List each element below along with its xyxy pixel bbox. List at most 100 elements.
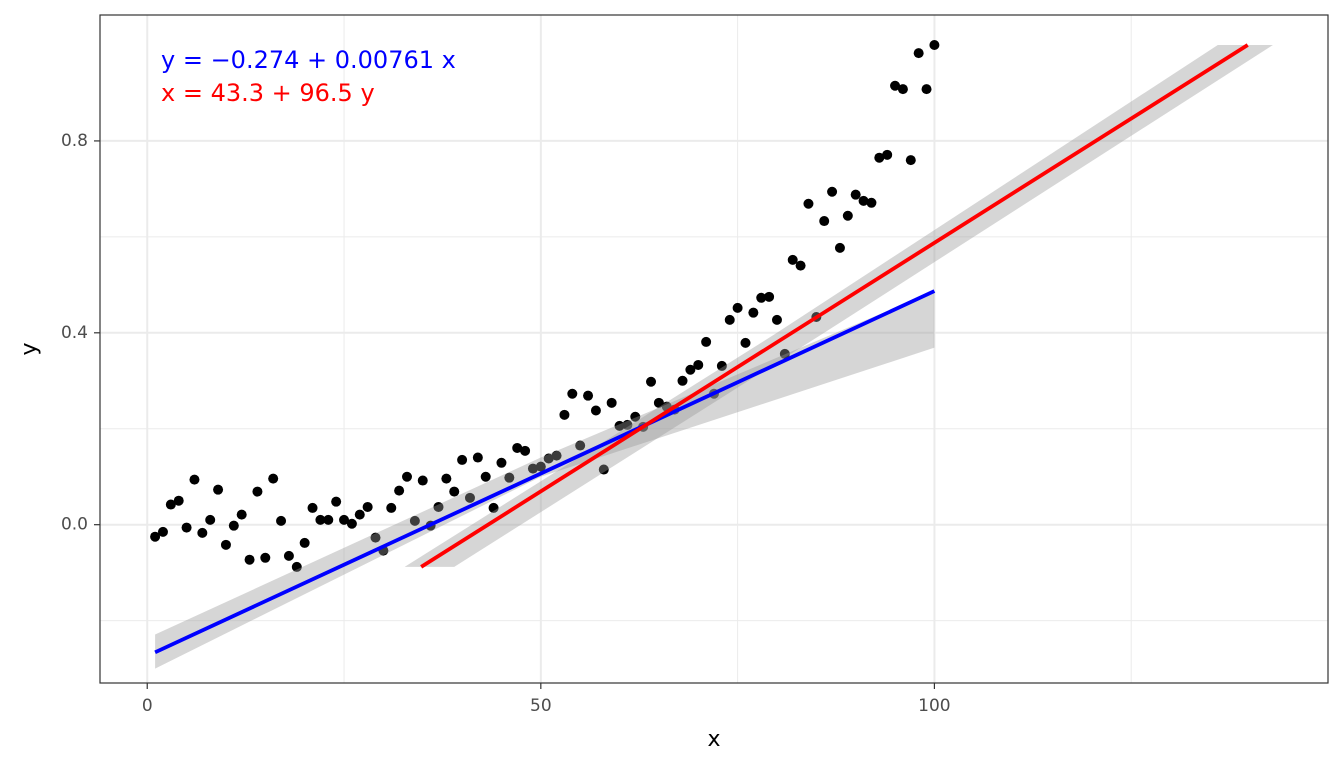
point	[913, 48, 924, 59]
x-tick-label: 50	[530, 696, 552, 716]
point	[716, 360, 727, 371]
point	[157, 526, 168, 537]
y-axis-title: y	[17, 342, 42, 355]
point	[834, 242, 845, 253]
point	[677, 375, 688, 386]
point	[740, 337, 751, 348]
y-tick-label: 0.8	[61, 131, 88, 151]
point	[417, 475, 428, 486]
point	[890, 80, 901, 91]
point	[598, 464, 609, 475]
point	[173, 495, 184, 506]
point	[685, 364, 696, 375]
point	[189, 474, 200, 485]
point	[213, 484, 224, 495]
point	[701, 336, 712, 347]
point	[630, 411, 641, 422]
point	[795, 260, 806, 271]
point	[874, 152, 885, 163]
x-tick-label: 0	[142, 696, 153, 716]
point	[819, 216, 830, 227]
point	[504, 472, 515, 483]
point	[787, 254, 798, 265]
point	[244, 554, 255, 565]
point	[370, 532, 381, 543]
point	[520, 445, 531, 456]
fit-line	[154, 289, 936, 655]
point	[921, 84, 932, 95]
point	[693, 359, 704, 370]
point	[276, 515, 287, 526]
point	[771, 314, 782, 325]
point	[590, 405, 601, 416]
panel-background	[100, 15, 1328, 683]
point	[724, 314, 735, 325]
point	[842, 210, 853, 221]
point	[866, 197, 877, 208]
point	[653, 397, 664, 408]
point	[433, 501, 444, 512]
point	[622, 419, 633, 430]
point	[905, 155, 916, 166]
point	[527, 463, 538, 474]
point	[567, 388, 578, 399]
axes: 0 50 100 0.0 0.4 0.8	[61, 131, 951, 716]
point	[339, 514, 350, 525]
point	[150, 531, 161, 542]
point	[315, 514, 326, 525]
point	[181, 522, 192, 533]
point	[764, 291, 775, 302]
equation-label: y = −0.274 + 0.00761 x	[161, 46, 456, 74]
point	[228, 520, 239, 531]
x-tick-label: 100	[918, 696, 950, 716]
point	[606, 397, 617, 408]
point	[732, 302, 743, 313]
point	[291, 561, 302, 572]
point	[283, 550, 294, 561]
point	[362, 501, 373, 512]
point	[779, 348, 790, 359]
point	[614, 420, 625, 431]
point	[480, 471, 491, 482]
point	[543, 453, 554, 464]
plot-area	[150, 39, 1273, 669]
point	[449, 486, 460, 497]
point	[858, 195, 869, 206]
point	[307, 502, 318, 513]
point	[827, 186, 838, 197]
point	[512, 442, 523, 453]
point	[236, 509, 247, 520]
y-tick-label: 0.4	[61, 323, 88, 343]
point	[929, 39, 940, 50]
point	[464, 492, 475, 503]
point	[165, 499, 176, 510]
point	[897, 84, 908, 95]
point	[331, 496, 342, 507]
point	[472, 452, 483, 463]
point	[559, 409, 570, 420]
point	[197, 527, 208, 538]
point	[748, 307, 759, 318]
point	[646, 376, 657, 387]
point	[409, 515, 420, 526]
panel-border	[99, 14, 1329, 684]
point	[323, 514, 334, 525]
point	[850, 189, 861, 200]
point	[803, 198, 814, 209]
point	[260, 552, 271, 563]
point	[386, 502, 397, 513]
point	[205, 514, 216, 525]
point	[756, 292, 767, 303]
point	[346, 518, 357, 529]
point	[457, 454, 468, 465]
y-tick-label: 0.0	[61, 515, 88, 535]
point	[882, 149, 893, 160]
point	[583, 390, 594, 401]
equation-label: x = 43.3 + 96.5 y	[161, 79, 375, 107]
point	[488, 502, 499, 513]
point	[551, 450, 562, 461]
fit-line	[420, 43, 1249, 569]
point	[220, 539, 231, 550]
confidence-band	[155, 291, 935, 669]
x-axis-title: x	[707, 727, 720, 752]
